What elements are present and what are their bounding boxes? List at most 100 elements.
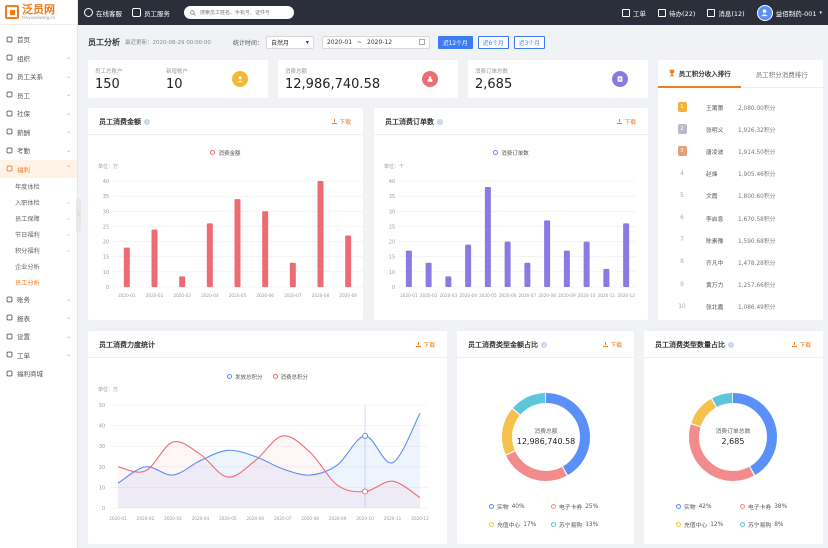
period-select[interactable]: 自然月 ▾ [265,35,314,49]
sidebar-item-ticket[interactable]: 工单 ⌄ [0,346,77,365]
range-6-months-button[interactable]: 近6个月 [477,35,509,49]
pie-slice[interactable] [502,393,590,481]
bar[interactable] [405,250,412,287]
help-icon[interactable]: ? [437,119,443,125]
sidebar-item-gear[interactable]: 设置 ⌄ [0,327,77,346]
sidebar-item-user[interactable]: 员工 ⌄ [0,86,77,105]
bar[interactable] [206,223,213,287]
ticket-label: 工单 [633,9,647,18]
range-3-months-button[interactable]: 近3个月 [513,35,545,49]
bar[interactable] [317,181,324,287]
sidebar-item-org[interactable]: 组织 ⌄ [0,49,77,68]
y-tick-label: 0 [392,285,395,291]
sidebar-subitem[interactable]: 企业分析 [0,258,77,274]
sidebar-item-shop[interactable]: 福利商城 [0,364,77,383]
bar[interactable] [623,223,630,287]
sidebar-subitem[interactable]: 节日福利 ⌄ [0,226,77,242]
quantity-donut-download-button[interactable]: 下载 [792,340,811,349]
amount-chart-unit: 单位：万 [98,164,119,170]
amount-donut-download-button[interactable]: 下载 [603,340,622,349]
ranking-row: 4 赵烽 1,905.46积分 [658,163,823,185]
sidebar-collapse-handle[interactable]: ‹ [76,198,81,232]
legend-item[interactable]: 电子卡券 25% [551,502,609,511]
sidebar-item-calendar[interactable]: 考勤 ⌄ [0,141,77,160]
quantity-donut-card: 员工消费类型数量占比? 下载 消费订单总数 2,685 实物 42% 电子卡券 38% 充… [644,331,823,544]
bar[interactable] [563,250,570,287]
legend-percent: 25% [585,503,599,510]
rank-number: 9 [680,281,684,288]
line-chart-download-button[interactable]: 下载 [416,340,435,349]
help-icon[interactable]: ? [144,119,150,125]
legend-item[interactable]: 实物 42% [676,502,736,511]
bar[interactable] [123,247,130,287]
tab-consumption-ranking[interactable]: 员工积分消费排行 [755,70,808,79]
online-support-button[interactable]: 在线客服 [84,8,122,18]
legend-item[interactable]: 苏宁易购 13% [551,520,609,529]
series-point[interactable] [362,488,369,495]
employee-service-button[interactable]: 员工服务 [132,8,170,18]
legend-item[interactable]: 充值中心 12% [676,520,736,529]
total-orders-label: 消费订单总数 [475,69,509,75]
legend-percent: 42% [698,503,712,510]
ranking-row: 9 黄万力 1,257.66积分 [658,274,823,296]
bar[interactable] [425,262,432,287]
sidebar-subitem[interactable]: 年度体检 [0,178,77,194]
sidebar-item-ledger[interactable]: 账务 ⌄ [0,290,77,309]
sidebar-subitem[interactable]: 入职体检 ⌄ [0,194,77,210]
sidebar-item-gift[interactable]: 福利 ⌃ [0,159,77,178]
pie-slice[interactable] [502,393,590,481]
tab-income-ranking[interactable]: 员工积分收入排行 [658,60,741,88]
x-tick-label: 2020-11 [598,293,616,298]
bar[interactable] [234,199,241,287]
bar[interactable] [603,268,610,287]
user-menu[interactable]: 益佰制药-001 ▾ [756,4,822,21]
sidebar-subitem[interactable]: 积分福利 ⌄ [0,242,77,258]
sidebar-item-report[interactable]: 报表 ⌄ [0,309,77,328]
pie-slice[interactable] [502,393,590,481]
legend-item[interactable]: 电子卡券 38% [740,502,800,511]
orders-chart-download-button[interactable]: 下载 [617,117,636,126]
donut-center-label: 消费订单总数 [716,427,751,435]
sidebar-item-relation[interactable]: 员工关系 ⌄ [0,67,77,86]
bar[interactable] [583,241,590,287]
sidebar-item-label: 福利商城 [17,370,43,379]
bar[interactable] [544,220,551,287]
legend-item[interactable]: 实物 40% [489,502,547,511]
bar[interactable] [445,276,452,287]
pie-slice[interactable] [689,393,777,481]
legend-label: 电子卡券 [748,505,772,511]
sidebar-item-shield[interactable]: 社保 ⌄ [0,104,77,123]
bar[interactable] [151,229,158,287]
ticket-button[interactable]: 工单 [622,8,646,18]
bar[interactable] [484,187,491,287]
sidebar-item-home[interactable]: 首页 [0,30,77,49]
sidebar-subitem[interactable]: 员工分析 [0,274,77,290]
legend-dot-icon [740,504,745,509]
rank-employee-name: 齐凡中 [706,260,724,267]
ranking-row: 1 王莆蕾 2,080.00积分 [658,96,823,118]
message-button[interactable]: 消息(12) [707,8,745,18]
sidebar-item-salary[interactable]: 薪酬 ⌄ [0,123,77,142]
series-point[interactable] [362,432,369,439]
help-icon[interactable]: ? [541,342,547,348]
legend-item[interactable]: 充值中心 17% [489,520,547,529]
legend-item[interactable]: 苏宁易购 8% [740,520,800,529]
range-12-months-button[interactable]: 近12个月 [437,35,473,49]
bar[interactable] [179,276,186,287]
pie-slice[interactable] [689,393,777,481]
bar[interactable] [524,262,531,287]
bar[interactable] [262,211,269,287]
bar[interactable] [345,235,352,287]
help-icon[interactable]: ? [728,342,734,348]
todo-button[interactable]: 待办(22) [658,8,695,18]
amount-chart-download-button[interactable]: 下载 [332,117,351,126]
search-input[interactable] [200,9,290,16]
legend-dot-icon [676,522,681,527]
bar[interactable] [289,262,296,287]
brand-logo[interactable]: 泛员网 fanyuanwang.cn [0,0,77,25]
bar[interactable] [465,244,472,287]
rank-number: 10 [678,303,686,310]
sidebar-subitem[interactable]: 员工保障 ⌄ [0,210,77,226]
bar[interactable] [504,241,511,287]
date-range-picker[interactable]: 2020-01 ~ 2020-12 [321,35,430,49]
